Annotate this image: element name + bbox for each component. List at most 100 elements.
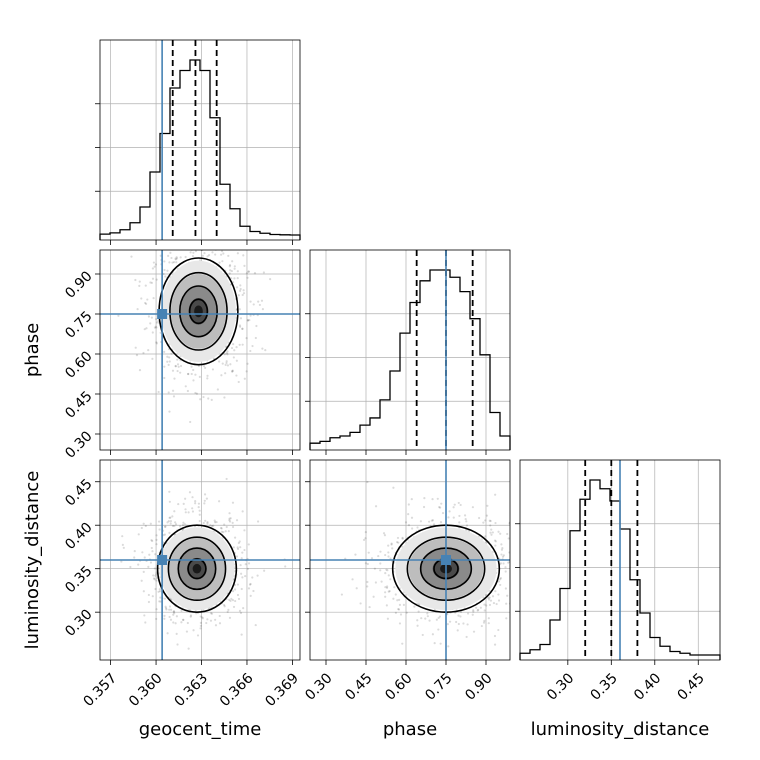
scatter-point [173, 611, 176, 615]
scatter-point [157, 520, 161, 523]
scatter-point [153, 578, 156, 581]
scatter-point [472, 609, 475, 612]
scatter-point [241, 551, 244, 554]
scatter-point [512, 571, 514, 573]
scatter-point [173, 377, 176, 380]
scatter-point [235, 555, 239, 558]
scatter-point [163, 260, 166, 263]
scatter-point [448, 510, 451, 513]
y-tick-label: 0.90 [62, 268, 95, 301]
scatter-point [497, 628, 500, 632]
scatter-point [171, 261, 174, 264]
scatter-point [509, 451, 511, 453]
scatter-point [247, 562, 251, 565]
scatter-point [219, 253, 223, 256]
scatter-point [364, 531, 367, 534]
scatter-point [166, 521, 169, 524]
scatter-point [253, 272, 257, 275]
scatter-point [147, 600, 151, 604]
scatter-point [485, 514, 489, 517]
scatter-point [173, 524, 176, 528]
x-axis-label-geocent_time: geocent_time [139, 719, 262, 740]
scatter-point [432, 523, 436, 526]
scatter-point [147, 565, 150, 568]
scatter-point [499, 577, 503, 580]
scatter-point [177, 502, 180, 506]
histogram-step-line [309, 269, 511, 450]
scatter-point [431, 498, 434, 501]
scatter-point [488, 519, 491, 522]
scatter-point [152, 577, 156, 580]
scatter-point [209, 612, 213, 615]
scatter-point [500, 543, 503, 546]
contour-line [177, 547, 217, 591]
scatter-point [213, 519, 216, 522]
scatter-point [497, 593, 500, 596]
panel-luminosity_distance-histogram [515, 459, 721, 665]
scatter-point [226, 353, 229, 356]
scatter-point [241, 576, 244, 579]
scatter-point [238, 324, 242, 327]
scatter-point [377, 554, 380, 558]
scatter-point [144, 621, 147, 624]
scatter-point [164, 525, 167, 528]
scatter-point [483, 619, 486, 622]
panel-frame [99, 249, 301, 451]
scatter-point [256, 574, 259, 577]
panel-content [100, 232, 300, 450]
scatter-point [154, 574, 157, 577]
scatter-point [228, 512, 231, 515]
scatter-point [396, 536, 400, 540]
scatter-point [230, 269, 233, 273]
scatter-point [158, 588, 161, 591]
scatter-point [197, 502, 201, 505]
scatter-point [254, 623, 257, 627]
scatter-point [211, 368, 215, 371]
scatter-point [366, 580, 369, 584]
scatter-point [537, 543, 539, 545]
scatter-point [235, 519, 239, 522]
scatter-point [121, 535, 124, 538]
scatter-point [210, 525, 214, 528]
scatter-point [166, 632, 169, 635]
scatter-point [155, 534, 158, 537]
scatter-point [384, 591, 387, 594]
scatter-point [231, 369, 234, 372]
scatter-point [385, 586, 389, 589]
scatter-point [465, 520, 468, 523]
scatter-point [155, 321, 159, 324]
scatter-point [151, 331, 154, 334]
scatter-point [499, 578, 502, 581]
scatter-point [206, 618, 209, 621]
scatter-point [205, 497, 208, 500]
scatter-point [202, 521, 205, 525]
scatter-point [214, 521, 217, 524]
scatter-point [391, 547, 394, 550]
scatter-point [417, 610, 420, 613]
scatter-point [199, 627, 202, 630]
scatter-point [465, 524, 469, 527]
scatter-point [494, 590, 497, 593]
scatter-point [374, 505, 378, 508]
contour-line [187, 558, 207, 580]
scatter-point [171, 389, 175, 392]
scatter-point [182, 521, 185, 524]
scatter-point [231, 501, 235, 504]
scatter-point [222, 252, 225, 255]
scatter-point [225, 232, 227, 234]
scatter-point [484, 519, 487, 522]
scatter-point [138, 284, 141, 287]
panel-frame [519, 459, 721, 661]
scatter-point [231, 590, 235, 593]
scatter-point [180, 621, 183, 624]
scatter-point [247, 587, 251, 590]
scatter-point [242, 289, 245, 292]
scatter-point [173, 510, 176, 513]
scatter-point [438, 615, 441, 618]
scatter-point [202, 395, 205, 399]
scatter-point [157, 390, 160, 394]
scatter-point [175, 261, 178, 264]
scatter-point [422, 505, 426, 509]
x-tick-label: 0.30 [544, 670, 577, 703]
scatter-point [202, 609, 205, 612]
